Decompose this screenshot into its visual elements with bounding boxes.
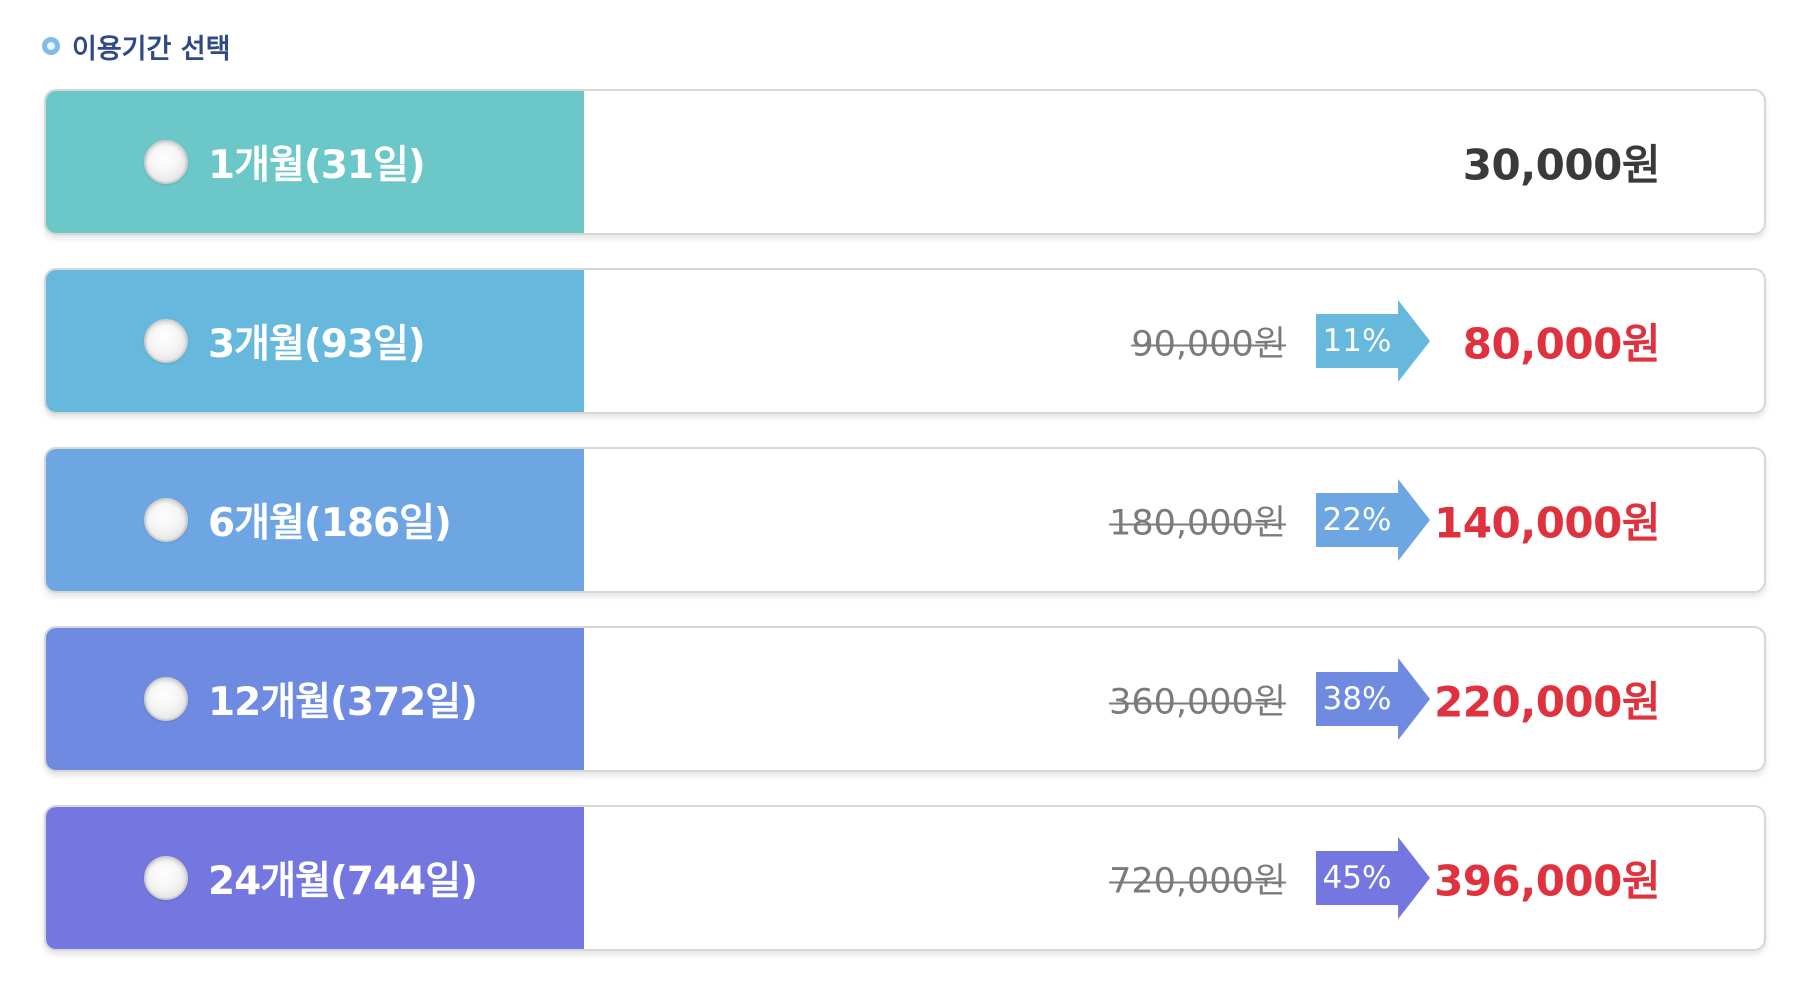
plan-option-3-months[interactable]: 3개월(93일) 90,000원 11% 80,000원	[44, 268, 1766, 414]
plan-price-panel: 180,000원 22% 140,000원	[584, 449, 1764, 591]
original-price: 360,000원	[1109, 682, 1286, 723]
plan-option-12-months[interactable]: 12개월(372일) 360,000원 38% 220,000원	[44, 626, 1766, 772]
plan-label-panel: 3개월(93일)	[46, 270, 584, 412]
plan-label-panel: 1개월(31일)	[46, 91, 584, 233]
radio-unselected-icon[interactable]	[144, 140, 188, 184]
plan-label: 24개월(744일)	[208, 859, 478, 904]
discounted-price: 140,000원	[1434, 498, 1660, 548]
radio-unselected-icon[interactable]	[144, 856, 188, 900]
discount-rate: 22%	[1322, 502, 1392, 538]
original-price: 180,000원	[1109, 503, 1286, 544]
plan-price-panel: 90,000원 11% 80,000원	[584, 270, 1764, 412]
plan-label: 12개월(372일)	[208, 680, 478, 725]
section-header: 이용기간 선택	[42, 26, 230, 66]
radio-unselected-icon[interactable]	[144, 498, 188, 542]
circle-bullet-icon	[42, 37, 60, 55]
plan-label: 1개월(31일)	[208, 143, 426, 188]
discounted-price: 396,000원	[1434, 856, 1660, 906]
discount-rate: 11%	[1322, 323, 1392, 359]
discounted-price: 220,000원	[1434, 677, 1660, 727]
original-price: 90,000원	[1131, 324, 1286, 365]
plan-list: 1개월(31일) 30,000원 3개월(93일) 90,000원 11% 80…	[44, 89, 1766, 984]
plan-price: 30,000원	[1462, 140, 1661, 190]
arrow-right-icon: 22%	[1316, 479, 1430, 561]
discount-rate: 45%	[1322, 860, 1392, 896]
discounted-price: 80,000원	[1462, 319, 1661, 369]
arrow-right-icon: 38%	[1316, 658, 1430, 740]
plan-price-panel: 30,000원	[584, 91, 1764, 233]
plan-option-6-months[interactable]: 6개월(186일) 180,000원 22% 140,000원	[44, 447, 1766, 593]
section-title: 이용기간 선택	[72, 33, 231, 65]
arrow-right-icon: 45%	[1316, 837, 1430, 919]
plan-option-1-month[interactable]: 1개월(31일) 30,000원	[44, 89, 1766, 235]
arrow-right-icon: 11%	[1316, 300, 1430, 382]
plan-price-panel: 360,000원 38% 220,000원	[584, 628, 1764, 770]
plan-label: 6개월(186일)	[208, 501, 452, 546]
discount-rate: 38%	[1322, 681, 1392, 717]
radio-unselected-icon[interactable]	[144, 319, 188, 363]
plan-label: 3개월(93일)	[208, 322, 426, 367]
plan-label-panel: 6개월(186일)	[46, 449, 584, 591]
original-price: 720,000원	[1109, 861, 1286, 902]
plan-price-panel: 720,000원 45% 396,000원	[584, 807, 1764, 949]
radio-unselected-icon[interactable]	[144, 677, 188, 721]
plan-option-24-months[interactable]: 24개월(744일) 720,000원 45% 396,000원	[44, 805, 1766, 951]
plan-label-panel: 24개월(744일)	[46, 807, 584, 949]
plan-label-panel: 12개월(372일)	[46, 628, 584, 770]
